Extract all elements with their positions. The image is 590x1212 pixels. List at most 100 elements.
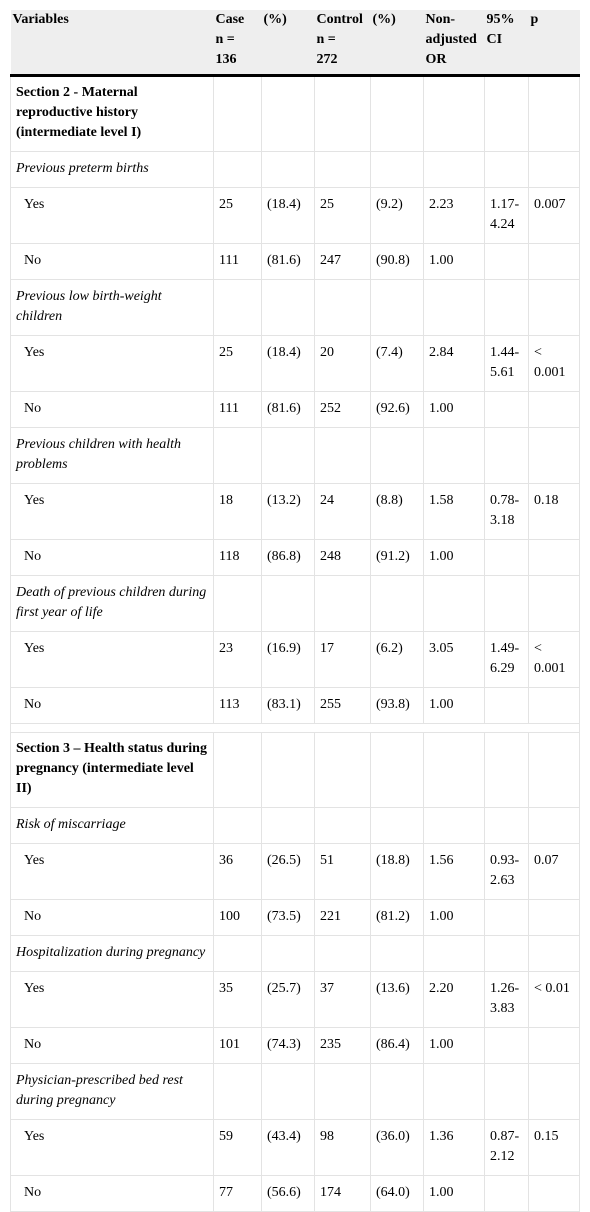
control-count: 17 [314,631,371,688]
case-count: 113 [213,687,262,724]
table-row: No 77 (56.6) 174 (64.0) 1.00 [10,1175,580,1212]
empty-cell [484,575,529,632]
empty-cell [213,575,262,632]
p-value: < 0.001 [528,631,580,688]
row-label: No [10,1175,214,1212]
p-value [528,243,580,280]
empty-cell [261,807,315,844]
empty-cell [314,575,371,632]
row-label: Yes [10,1119,214,1176]
variable-name: Physician-prescribed bed rest during pre… [10,1063,214,1120]
section-row: Section 2 - Maternal reproductive histor… [10,75,580,152]
control-percent: (9.2) [370,187,424,244]
empty-cell [423,935,485,972]
table-row: No 100 (73.5) 221 (81.2) 1.00 [10,899,580,936]
case-percent: (18.4) [261,335,315,392]
table-row: Yes 23 (16.9) 17 (6.2) 3.05 1.49-6.29 < 0.001 [10,631,580,688]
odds-ratio-table: Variables Case n = 136 (%) Control n = 2… [10,10,580,1212]
empty-cell [213,279,262,336]
control-count: 255 [314,687,371,724]
p-value [528,1175,580,1212]
empty-cell [213,427,262,484]
variable-name: Previous low birth-weight children [10,279,214,336]
empty-cell [423,575,485,632]
empty-cell [314,427,371,484]
empty-cell [314,75,371,152]
confidence-interval [484,687,529,724]
variable-name: Previous preterm births [10,151,214,188]
control-count: 221 [314,899,371,936]
confidence-interval [484,539,529,576]
table-row: No 111 (81.6) 252 (92.6) 1.00 [10,391,580,428]
empty-cell [261,75,315,152]
empty-cell [528,935,580,972]
odds-ratio: 1.00 [423,1175,485,1212]
control-percent: (7.4) [370,335,424,392]
empty-cell [528,732,580,808]
control-percent: (64.0) [370,1175,424,1212]
odds-ratio: 1.00 [423,391,485,428]
p-value: 0.15 [528,1119,580,1176]
empty-cell [261,935,315,972]
control-count: 37 [314,971,371,1028]
empty-cell [314,935,371,972]
empty-cell [261,427,315,484]
odds-ratio: 1.58 [423,483,485,540]
case-count: 111 [213,243,262,280]
empty-cell [484,732,529,808]
row-label: No [10,391,214,428]
confidence-interval [484,1175,529,1212]
empty-cell [261,279,315,336]
p-value: < 0.01 [528,971,580,1028]
empty-cell [423,75,485,152]
section-row: Section 3 – Health status during pregnan… [10,732,580,808]
case-count: 36 [213,843,262,900]
case-count: 111 [213,391,262,428]
empty-cell [213,935,262,972]
empty-cell [484,279,529,336]
case-percent: (16.9) [261,631,315,688]
case-percent: (25.7) [261,971,315,1028]
p-value [528,1027,580,1064]
empty-cell [484,75,529,152]
table-row: Yes 35 (25.7) 37 (13.6) 2.20 1.26-3.83 < 0.01 [10,971,580,1028]
row-label: Yes [10,971,214,1028]
p-value [528,687,580,724]
section-title: Section 2 - Maternal reproductive histor… [10,75,214,152]
p-value: 0.07 [528,843,580,900]
empty-cell [370,807,424,844]
variable-row: Physician-prescribed bed rest during pre… [10,1063,580,1120]
control-percent: (18.8) [370,843,424,900]
control-percent: (90.8) [370,243,424,280]
empty-cell [370,75,424,152]
p-value [528,899,580,936]
p-value [528,539,580,576]
confidence-interval: 0.87-2.12 [484,1119,529,1176]
table-row: No 101 (74.3) 235 (86.4) 1.00 [10,1027,580,1064]
case-count: 59 [213,1119,262,1176]
header-control-pct: (%) [370,10,424,77]
variable-row: Previous children with health problems [10,427,580,484]
table-row: Yes 25 (18.4) 25 (9.2) 2.23 1.17-4.24 0.007 [10,187,580,244]
header-odds-ratio: Non- adjusted OR [423,10,485,77]
empty-cell [423,279,485,336]
header-control: Control n = 272 [314,10,371,77]
row-label: Yes [10,187,214,244]
variable-row: Risk of miscarriage [10,807,580,844]
header-p: p [528,10,580,77]
variable-name: Risk of miscarriage [10,807,214,844]
control-count: 247 [314,243,371,280]
case-percent: (18.4) [261,187,315,244]
empty-cell [213,151,262,188]
row-label: No [10,1027,214,1064]
row-label: No [10,687,214,724]
case-percent: (81.6) [261,243,315,280]
empty-cell [484,427,529,484]
empty-cell [528,427,580,484]
row-label: No [10,539,214,576]
empty-cell [423,1063,485,1120]
empty-cell [370,151,424,188]
odds-ratio: 1.00 [423,243,485,280]
empty-cell [213,75,262,152]
table-row: Yes 18 (13.2) 24 (8.8) 1.58 0.78-3.18 0.18 [10,483,580,540]
